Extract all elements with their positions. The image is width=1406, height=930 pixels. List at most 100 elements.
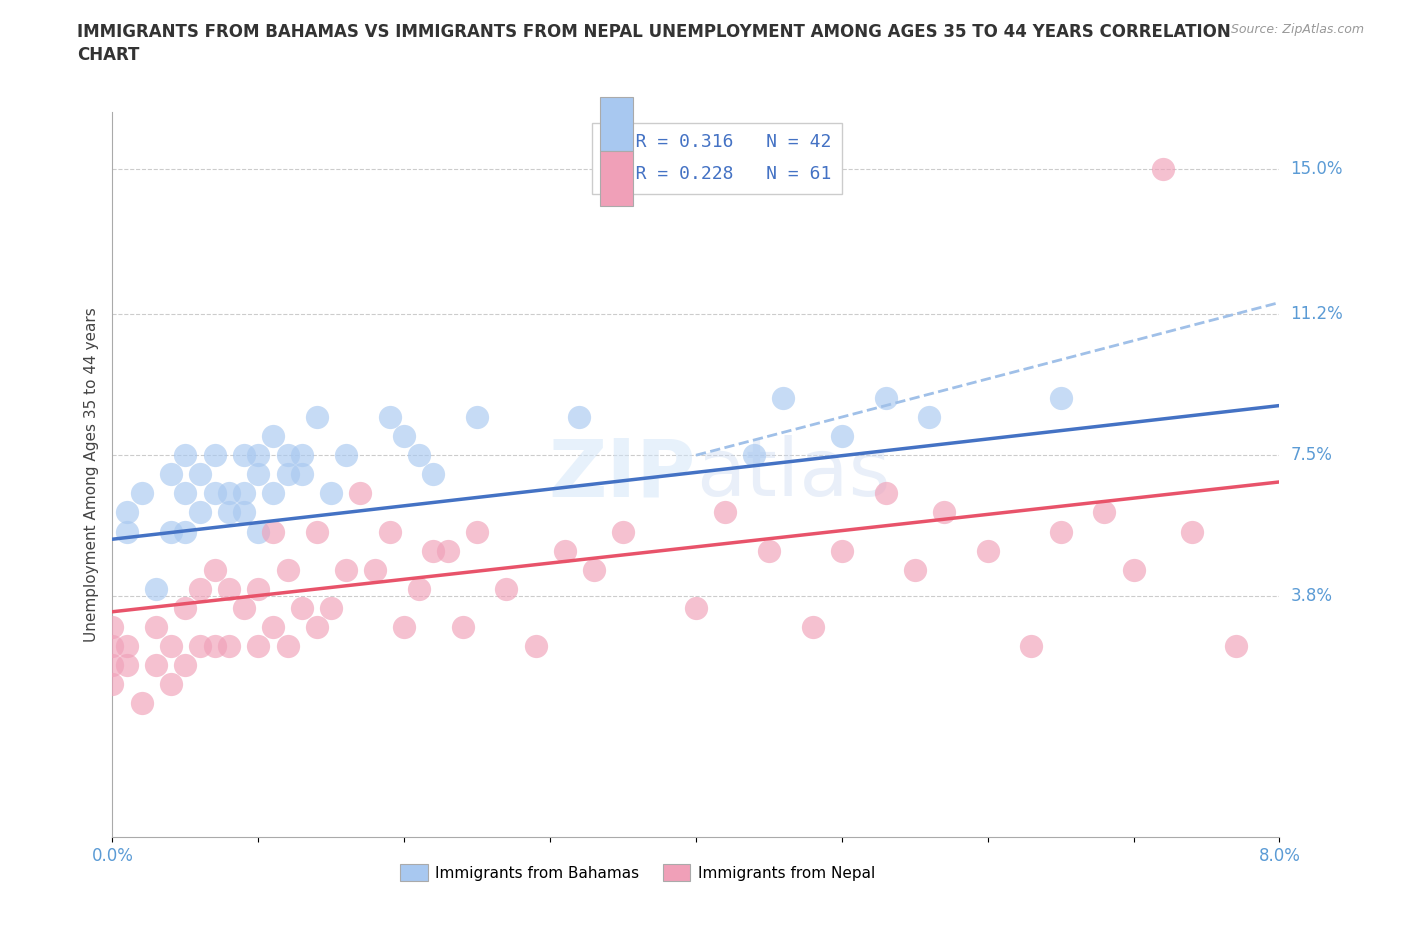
Point bbox=[160, 525, 183, 539]
Point bbox=[904, 563, 927, 578]
Point bbox=[349, 486, 371, 501]
Point bbox=[247, 525, 270, 539]
Point bbox=[291, 447, 314, 462]
Point bbox=[685, 601, 707, 616]
Point bbox=[465, 409, 488, 424]
Point bbox=[247, 467, 270, 482]
Point bbox=[247, 447, 270, 462]
Point bbox=[232, 447, 254, 462]
Point bbox=[378, 409, 401, 424]
Point bbox=[218, 486, 240, 501]
Point bbox=[1152, 162, 1174, 177]
Point bbox=[160, 467, 183, 482]
Point bbox=[115, 525, 138, 539]
Point bbox=[101, 658, 124, 672]
Text: 7.5%: 7.5% bbox=[1291, 446, 1333, 464]
Text: CHART: CHART bbox=[77, 46, 139, 64]
Point bbox=[131, 486, 153, 501]
Point bbox=[465, 525, 488, 539]
Point bbox=[582, 563, 605, 578]
Point bbox=[188, 639, 211, 654]
Point bbox=[422, 467, 444, 482]
Point bbox=[1225, 639, 1247, 654]
Point bbox=[742, 447, 765, 462]
Point bbox=[101, 619, 124, 634]
Point bbox=[262, 525, 284, 539]
Point bbox=[232, 486, 254, 501]
Point bbox=[1021, 639, 1043, 654]
Point bbox=[204, 486, 226, 501]
Point bbox=[218, 639, 240, 654]
Point bbox=[101, 639, 124, 654]
FancyBboxPatch shape bbox=[600, 152, 633, 206]
Point bbox=[174, 601, 197, 616]
Point bbox=[451, 619, 474, 634]
Point bbox=[204, 447, 226, 462]
Point bbox=[247, 581, 270, 596]
Point bbox=[232, 601, 254, 616]
Point bbox=[131, 696, 153, 711]
Point bbox=[305, 619, 328, 634]
Point bbox=[1049, 525, 1071, 539]
Point bbox=[932, 505, 955, 520]
Point bbox=[101, 677, 124, 692]
Point bbox=[115, 658, 138, 672]
Point bbox=[437, 543, 460, 558]
Point bbox=[145, 658, 167, 672]
Point bbox=[188, 467, 211, 482]
Point bbox=[276, 447, 298, 462]
Point bbox=[276, 563, 298, 578]
Text: IMMIGRANTS FROM BAHAMAS VS IMMIGRANTS FROM NEPAL UNEMPLOYMENT AMONG AGES 35 TO 4: IMMIGRANTS FROM BAHAMAS VS IMMIGRANTS FR… bbox=[77, 23, 1232, 41]
Point bbox=[145, 581, 167, 596]
Point bbox=[174, 525, 197, 539]
Point bbox=[188, 581, 211, 596]
Point bbox=[1122, 563, 1144, 578]
Point bbox=[831, 429, 853, 444]
Point bbox=[174, 658, 197, 672]
Point bbox=[145, 619, 167, 634]
Point bbox=[115, 639, 138, 654]
Point bbox=[394, 429, 416, 444]
Point bbox=[321, 601, 343, 616]
Point bbox=[218, 505, 240, 520]
Point bbox=[188, 505, 211, 520]
Legend: Immigrants from Bahamas, Immigrants from Nepal: Immigrants from Bahamas, Immigrants from… bbox=[394, 857, 882, 887]
Text: 11.2%: 11.2% bbox=[1291, 305, 1343, 323]
Point bbox=[422, 543, 444, 558]
Point bbox=[495, 581, 517, 596]
Text: ZIP: ZIP bbox=[548, 435, 696, 513]
Point bbox=[335, 447, 357, 462]
Point bbox=[918, 409, 941, 424]
Point bbox=[875, 486, 897, 501]
Point bbox=[321, 486, 343, 501]
Point bbox=[524, 639, 547, 654]
Point bbox=[1181, 525, 1204, 539]
Point bbox=[378, 525, 401, 539]
Point bbox=[976, 543, 998, 558]
Point bbox=[305, 525, 328, 539]
Point bbox=[218, 581, 240, 596]
Point bbox=[831, 543, 853, 558]
Point bbox=[554, 543, 576, 558]
Point bbox=[408, 447, 430, 462]
Point bbox=[1049, 391, 1071, 405]
Point bbox=[408, 581, 430, 596]
Point bbox=[204, 639, 226, 654]
Text: 3.8%: 3.8% bbox=[1291, 588, 1333, 605]
Point bbox=[247, 639, 270, 654]
Point bbox=[568, 409, 591, 424]
Text: R = 0.316   N = 42
   R = 0.228   N = 61: R = 0.316 N = 42 R = 0.228 N = 61 bbox=[603, 133, 831, 183]
Point bbox=[394, 619, 416, 634]
Point bbox=[160, 677, 183, 692]
Point bbox=[204, 563, 226, 578]
Point bbox=[1094, 505, 1116, 520]
Point bbox=[174, 486, 197, 501]
Point bbox=[174, 447, 197, 462]
FancyBboxPatch shape bbox=[600, 97, 633, 152]
Text: Source: ZipAtlas.com: Source: ZipAtlas.com bbox=[1230, 23, 1364, 36]
Point bbox=[291, 601, 314, 616]
Point bbox=[364, 563, 387, 578]
Point bbox=[305, 409, 328, 424]
Point bbox=[875, 391, 897, 405]
Point bbox=[772, 391, 794, 405]
